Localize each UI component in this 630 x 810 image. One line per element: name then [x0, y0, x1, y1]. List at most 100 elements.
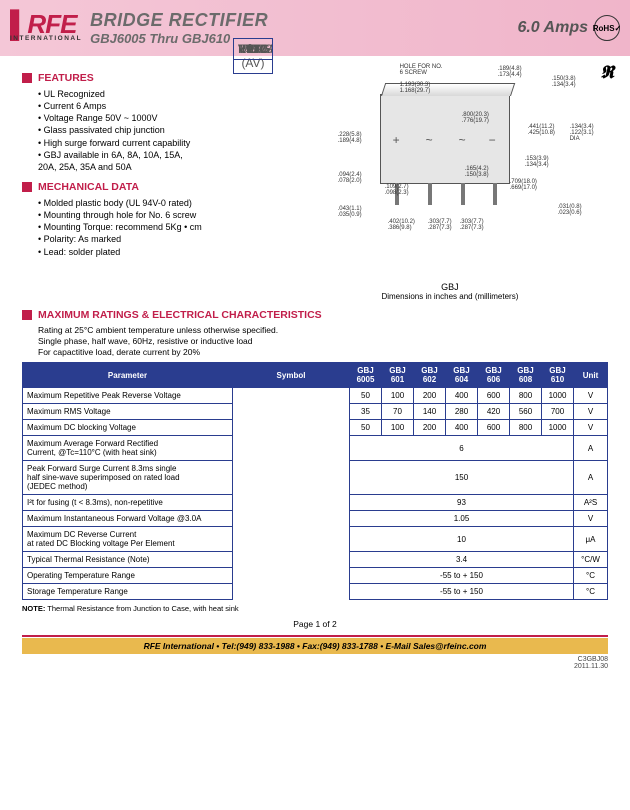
cell-param: I²t for fusing (t < 8.3ms), non-repetiti…: [23, 495, 233, 511]
col-part: GBJ 608: [510, 363, 542, 388]
col-part: GBJ 601: [382, 363, 414, 388]
cell-value: 560: [510, 404, 542, 420]
cell-unit: μA: [574, 527, 608, 552]
list-item: Lead: solder plated: [38, 246, 300, 258]
polarity-ac: ~: [426, 133, 433, 147]
cell-value: 100: [382, 388, 414, 404]
ul-mark: 𝕽: [600, 62, 614, 83]
dim: .228(5.8) .189(4.8): [338, 132, 362, 144]
ratings-table: Parameter Symbol GBJ 6005 GBJ 601 GBJ 60…: [22, 362, 608, 600]
cell-unit: V: [574, 420, 608, 436]
dim: .134(3.4) .122(3.1) DIA: [570, 124, 594, 142]
col-unit: Unit: [574, 363, 608, 388]
cell-value: 100: [382, 420, 414, 436]
cell-value: 10: [350, 527, 574, 552]
table-row: Maximum DC Reverse Current at rated DC B…: [23, 527, 608, 552]
polarity-minus: −: [489, 133, 496, 147]
package-body: + ~ ~ −: [380, 94, 510, 184]
cell-value: -55 to + 150: [350, 568, 574, 584]
list-item: Mounting Torque: recommend 5Kg • cm: [38, 221, 300, 233]
cell-value: 420: [478, 404, 510, 420]
table-row: Maximum DC blocking VoltageVDC5010020040…: [23, 420, 608, 436]
cell-param: Typical Thermal Resistance (Note): [23, 552, 233, 568]
logo: ▌RFE INTERNATIONAL: [10, 14, 82, 42]
ratings-intro: Rating at 25°C ambient temperature unles…: [38, 325, 608, 358]
ratings-heading: MAXIMUM RATINGS & ELECTRICAL CHARACTERIS…: [22, 309, 608, 321]
cell-unit: °C: [574, 584, 608, 600]
cell-value: 200: [414, 388, 446, 404]
cell-value: 93: [350, 495, 574, 511]
intro-line: For capactitive load, derate current by …: [38, 347, 608, 358]
cell-unit: °C: [574, 568, 608, 584]
dim-label: HOLE FOR NO. 6 SCREW: [400, 64, 443, 76]
doc-title: BRIDGE RECTIFIER: [90, 10, 268, 31]
diagram-caption: GBJ: [300, 282, 601, 292]
logo-sub: INTERNATIONAL: [10, 35, 82, 42]
cell-value: 400: [446, 420, 478, 436]
table-row: Maximum Repetitive Peak Reverse VoltageV…: [23, 388, 608, 404]
cell-unit: V: [574, 511, 608, 527]
col-symbol: Symbol: [233, 363, 350, 388]
rohs-icon: RoHS✓: [594, 15, 620, 41]
col-parameter: Parameter: [23, 363, 233, 388]
cell-param: Maximum RMS Voltage: [23, 404, 233, 420]
cell-value: -55 to + 150: [350, 584, 574, 600]
footer: RFE International • Tel:(949) 833-1988 •…: [22, 635, 608, 654]
table-row: Typical Thermal Resistance (Note)RθJC3.4…: [23, 552, 608, 568]
dim: .800(20.3) .776(19.7): [462, 112, 489, 124]
intro-line: Rating at 25°C ambient temperature unles…: [38, 325, 608, 336]
cell-param: Maximum DC blocking Voltage: [23, 420, 233, 436]
cell-param: Peak Forward Surge Current 8.3ms single …: [23, 461, 233, 495]
package-diagram: HOLE FOR NO. 6 SCREW + ~ ~ − 1.193(30.3)…: [300, 64, 601, 254]
col-part: GBJ 606: [478, 363, 510, 388]
cell-value: 1000: [542, 388, 574, 404]
cell-value: 140: [414, 404, 446, 420]
list-item: Molded plastic body (UL 94V-0 rated): [38, 197, 300, 209]
features-list: UL Recognized Current 6 Amps Voltage Ran…: [38, 88, 300, 173]
cell-value: 70: [382, 404, 414, 420]
polarity-plus: +: [393, 133, 400, 147]
dim: .189(4.8) .173(4.4): [498, 66, 522, 78]
list-item: Voltage Range 50V ~ 1000V: [38, 112, 300, 124]
table-header-row: Parameter Symbol GBJ 6005 GBJ 601 GBJ 60…: [23, 363, 608, 388]
cell-value: 50: [350, 388, 382, 404]
cell-unit: V: [574, 404, 608, 420]
dim: .303(7.7) .287(7.3): [460, 219, 484, 231]
list-item: GBJ available in 6A, 8A, 10A, 15A, 20A, …: [38, 149, 300, 173]
cell-value: 150: [350, 461, 574, 495]
intro-line: Single phase, half wave, 60Hz, resistive…: [38, 336, 608, 347]
amps-rating: 6.0 Amps: [517, 19, 588, 37]
list-item: Glass passivated chip junction: [38, 124, 300, 136]
dim: .165(4.2) .150(3.8): [465, 166, 489, 178]
dim: .303(7.7) .287(7.3): [428, 219, 452, 231]
cell-value: 400: [446, 388, 478, 404]
cell-value: 35: [350, 404, 382, 420]
cell-symbol: TSTG: [233, 38, 273, 60]
list-item: Current 6 Amps: [38, 100, 300, 112]
col-part: GBJ 610: [542, 363, 574, 388]
cell-value: 200: [414, 420, 446, 436]
cell-unit: A: [574, 436, 608, 461]
list-item: UL Recognized: [38, 88, 300, 100]
dim: .402(10.2) .386(9.8): [388, 219, 415, 231]
cell-param: Maximum Instantaneous Forward Voltage @3…: [23, 511, 233, 527]
list-item: Mounting through hole for No. 6 screw: [38, 209, 300, 221]
dim: .150(3.8) .134(3.4): [552, 76, 576, 88]
table-note: NOTE: Thermal Resistance from Junction t…: [22, 604, 608, 613]
table-row: Storage Temperature RangeTSTG-55 to + 15…: [23, 584, 608, 600]
table-row: Maximum RMS VoltageVRMS35701402804205607…: [23, 404, 608, 420]
cell-value: 50: [350, 420, 382, 436]
header-bar: ▌RFE INTERNATIONAL BRIDGE RECTIFIER GBJ6…: [0, 0, 630, 56]
col-part: GBJ 604: [446, 363, 478, 388]
cell-param: Maximum Repetitive Peak Reverse Voltage: [23, 388, 233, 404]
col-part: GBJ 6005: [350, 363, 382, 388]
cell-param: Maximum DC Reverse Current at rated DC B…: [23, 527, 233, 552]
dim: .031(0.8) .023(0.6): [558, 204, 582, 216]
cell-value: 3.4: [350, 552, 574, 568]
doc-code: C3GBJ082011.11.30: [0, 654, 630, 674]
mech-list: Molded plastic body (UL 94V-0 rated) Mou…: [38, 197, 300, 258]
cell-value: 6: [350, 436, 574, 461]
table-row: Operating Temperature RangeTJ-55 to + 15…: [23, 568, 608, 584]
cell-param: Operating Temperature Range: [23, 568, 233, 584]
cell-value: 1000: [542, 420, 574, 436]
